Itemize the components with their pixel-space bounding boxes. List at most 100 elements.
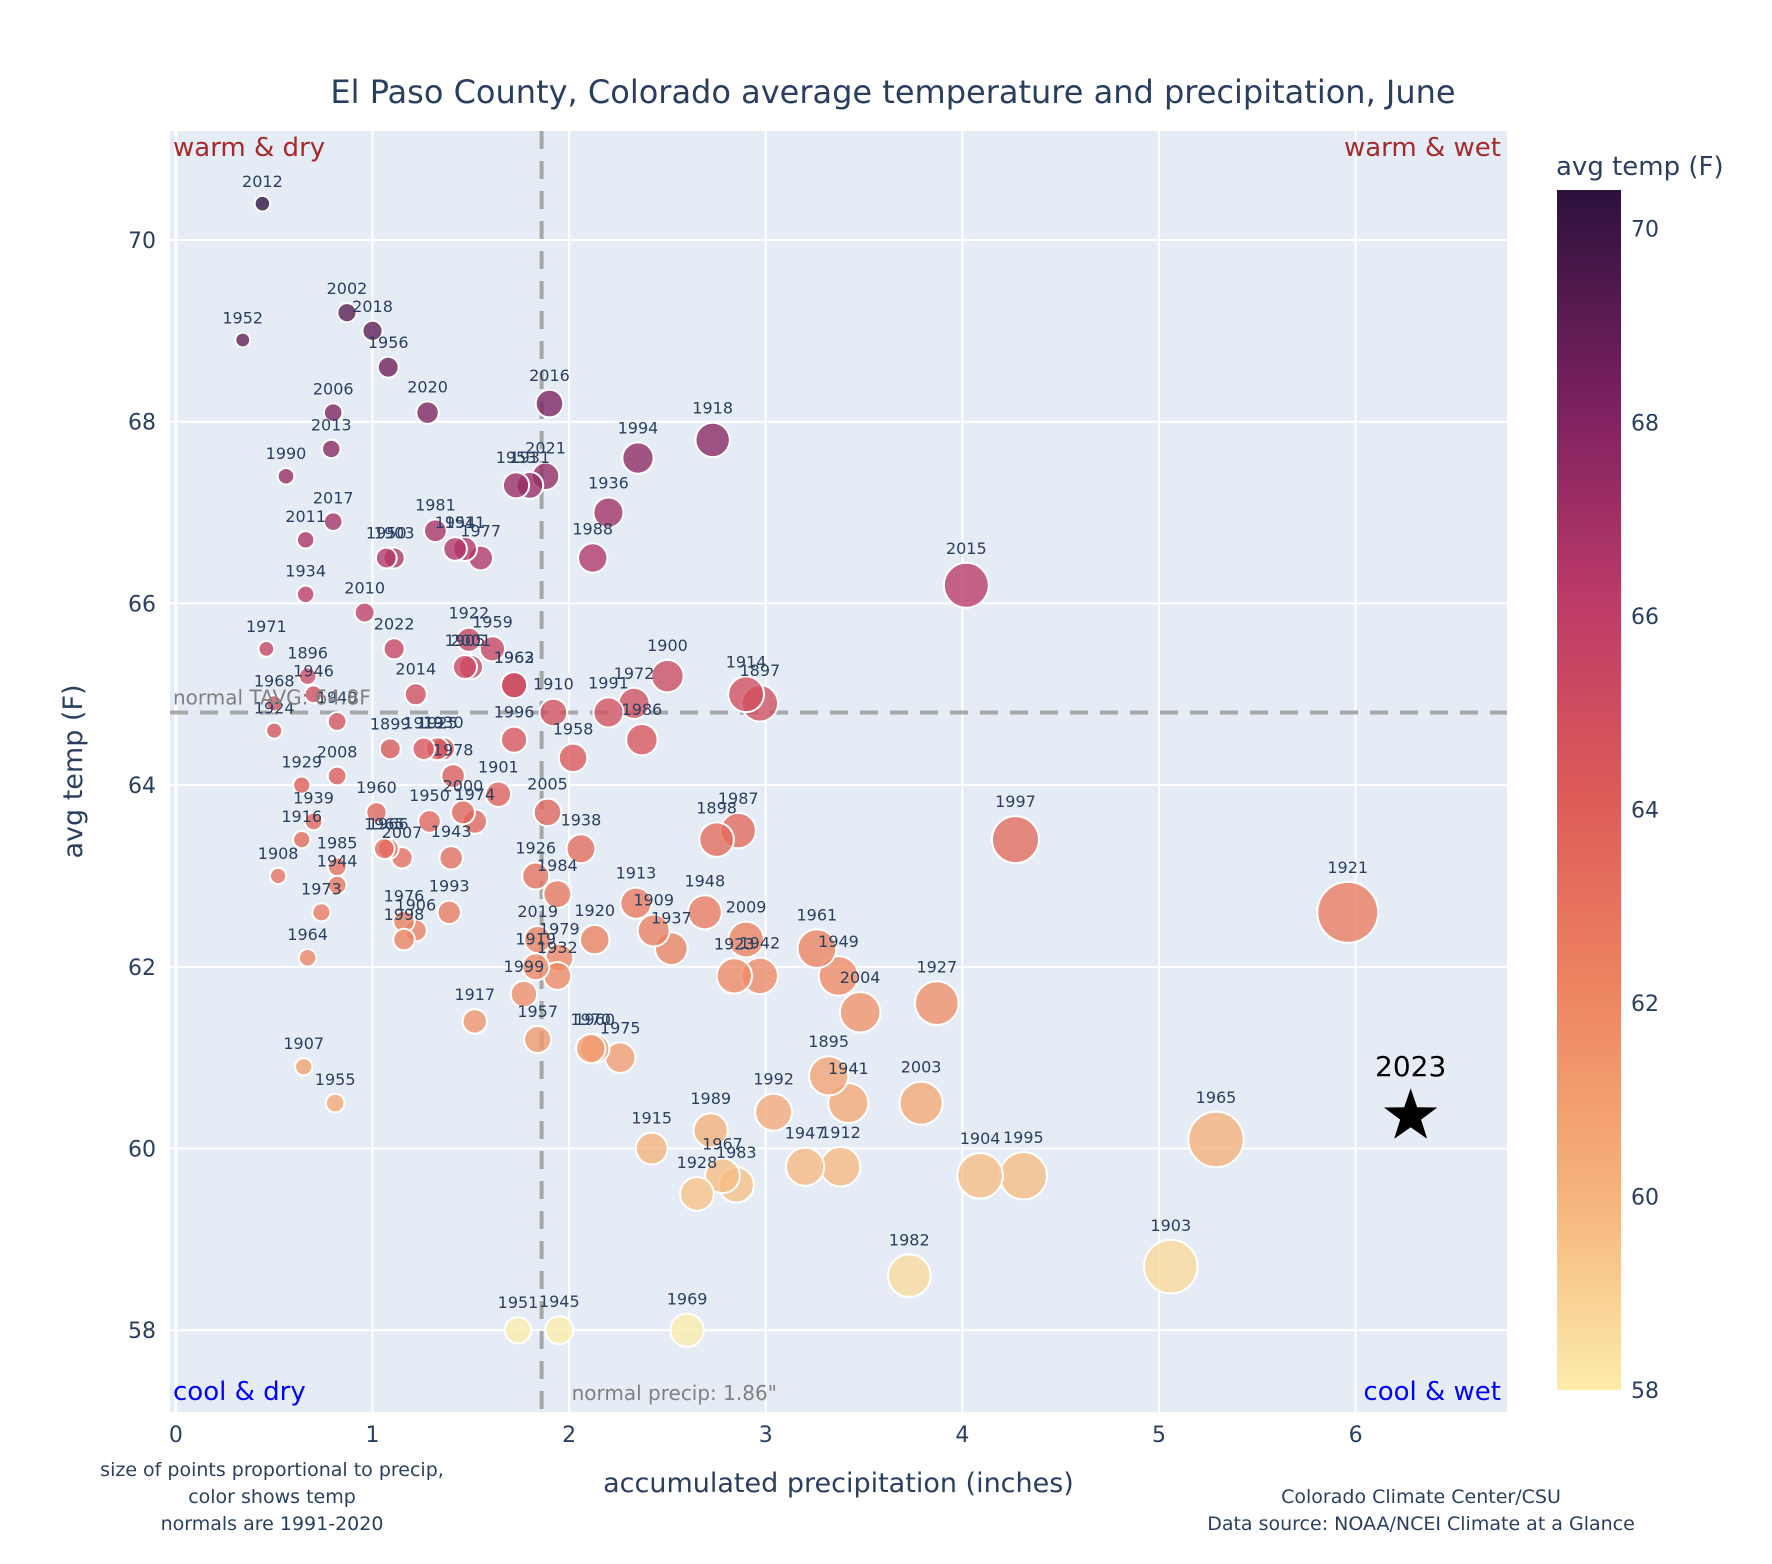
data-point-label: 2022 (374, 614, 415, 633)
data-point-label: 2002 (327, 279, 368, 298)
data-point-label: 1993 (429, 877, 470, 896)
data-point-label: 1999 (504, 957, 545, 976)
data-point (295, 584, 316, 605)
chart-title: El Paso County, Colorado average tempera… (330, 73, 1455, 111)
data-point (292, 830, 312, 850)
data-point (692, 1112, 729, 1149)
data-point-label: 1905 (445, 631, 486, 650)
data-point-label: 1896 (287, 643, 328, 662)
data-point-label: 1973 (301, 879, 342, 898)
data-point (509, 979, 539, 1009)
data-point-label: 1949 (818, 932, 859, 951)
data-point (796, 928, 838, 970)
data-point (276, 466, 296, 486)
colorbar-ticks: 58 60 62 64 66 68 70 (1631, 218, 1659, 1404)
data-point-label: 1920 (574, 901, 615, 920)
data-point-label: 1954 (435, 513, 476, 532)
data-point-label: 1923 (714, 934, 755, 953)
data-point (686, 894, 723, 931)
data-point-label: 1940 (317, 688, 358, 707)
data-point-label: 1981 (415, 495, 456, 514)
data-point-label: 1990 (266, 444, 307, 463)
data-point-label: 2016 (529, 366, 570, 385)
data-point-label: 2005 (527, 775, 568, 794)
data-point-label: 1977 (460, 522, 501, 541)
data-point-label: 1934 (285, 562, 326, 581)
data-point (382, 637, 406, 661)
data-point (336, 302, 358, 324)
normal-precip-label: normal precip: 1.86" (572, 1381, 777, 1405)
data-point-label: 1913 (616, 864, 657, 883)
quadrant-label-warm-dry: warm & dry (173, 133, 325, 163)
data-point (694, 421, 731, 459)
data-point-label: 1986 (622, 700, 663, 719)
data-point-label: 1916 (281, 807, 322, 826)
data-point-label: 1924 (254, 699, 295, 718)
data-point (326, 711, 348, 732)
y-tick-label: 68 (128, 411, 156, 436)
data-point-label: 1965 (364, 814, 405, 833)
data-point-label: 2013 (311, 416, 352, 435)
data-point-label: 1910 (533, 675, 574, 694)
data-point (808, 1055, 850, 1097)
data-point (320, 438, 342, 460)
plot-area (170, 131, 1507, 1412)
data-point-label: 1971 (246, 617, 287, 636)
data-point (913, 980, 960, 1027)
y-tick-label: 70 (128, 229, 156, 254)
y-tick-label: 66 (128, 592, 156, 617)
data-point (679, 1176, 715, 1212)
data-point (478, 635, 507, 663)
data-point-label: 1995 (1003, 1128, 1044, 1147)
data-point (523, 1024, 553, 1055)
data-point-label: 1927 (916, 957, 957, 976)
data-point-label: 1994 (618, 418, 659, 437)
data-point-label: 1962 (494, 648, 535, 667)
data-point (311, 902, 332, 923)
data-point-label: 1917 (454, 985, 495, 1004)
data-point-label: 1948 (684, 871, 725, 890)
data-point-label: 1919 (403, 714, 444, 733)
data-point (297, 666, 318, 686)
colorbar-tick-label: 68 (1631, 411, 1659, 436)
normal-temp-label: normal TAVG: 64.8F (173, 685, 371, 709)
data-point (361, 319, 384, 342)
data-point (650, 658, 685, 694)
data-point-label: 1966 (368, 814, 409, 833)
colorbar-tick-label: 66 (1631, 605, 1659, 630)
data-point-label: 1932 (537, 938, 578, 957)
data-point-label: 1952 (222, 309, 263, 328)
data-point (303, 684, 324, 705)
x-tick-label: 4 (955, 1423, 969, 1448)
data-point-label: 1895 (808, 1032, 849, 1051)
quadrant-label-cool-dry: cool & dry (173, 1377, 306, 1407)
data-point-label: 1937 (651, 908, 692, 927)
data-point-label: 1945 (539, 1292, 580, 1311)
data-point-label: 1957 (517, 1002, 558, 1021)
data-point (698, 821, 735, 858)
data-point-label: 1970 (570, 1010, 611, 1029)
data-point (324, 1092, 346, 1114)
data-point-label: 1906 (395, 895, 436, 914)
x-tick-label: 1 (366, 1423, 380, 1448)
data-point-label: 1904 (960, 1129, 1001, 1148)
data-point-label: 1926 (515, 838, 556, 857)
data-point-label: 1921 (1327, 858, 1368, 877)
data-point (534, 388, 565, 419)
data-point (715, 957, 753, 995)
data-point (956, 1152, 1004, 1200)
data-point-label: 1901 (478, 757, 519, 776)
colorbar-tick-label: 70 (1631, 218, 1659, 243)
data-point-label: 2017 (313, 488, 354, 507)
data-point-label: 1898 (696, 798, 737, 817)
data-point-label: 1897 (739, 661, 780, 680)
data-point (503, 1316, 533, 1345)
data-point (365, 801, 388, 824)
data-point (303, 811, 324, 832)
colorbar-tick-label: 58 (1631, 1379, 1659, 1404)
data-point-label: 1979 (539, 920, 580, 939)
data-point-label: 1908 (258, 844, 299, 863)
data-point-label: 1978 (433, 740, 474, 759)
data-point-label: 1929 (281, 753, 322, 772)
